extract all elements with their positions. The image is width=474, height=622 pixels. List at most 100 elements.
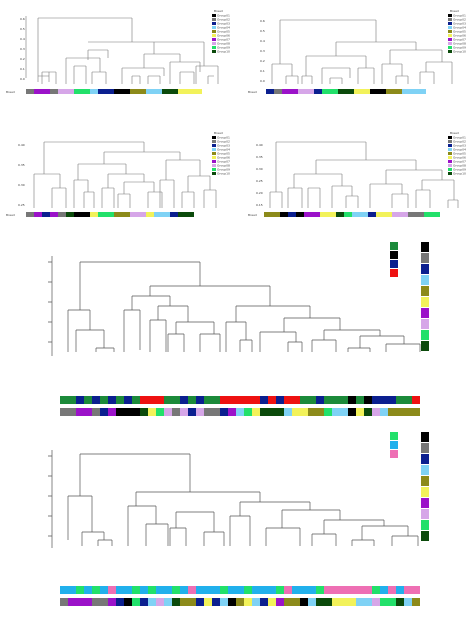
color-strip <box>266 89 426 94</box>
svg-text:Group08: Group08 <box>217 42 230 46</box>
svg-text:Group06: Group06 <box>453 156 466 160</box>
y-tick: 0.3 <box>20 47 25 51</box>
svg-text:Group05: Group05 <box>217 30 230 34</box>
svg-text:Group05: Group05 <box>217 152 230 156</box>
legend: Breed Group01 Group02 Group03 Group04 Gr… <box>448 9 466 54</box>
y-tick: 0.2 <box>260 59 265 63</box>
svg-text:Group04: Group04 <box>217 26 230 30</box>
svg-text:Group02: Group02 <box>453 18 466 22</box>
svg-text:Group04: Group04 <box>217 148 230 152</box>
y-tick: 0.2 <box>20 57 25 61</box>
legend-title: Breed <box>450 131 459 135</box>
svg-text:Group01: Group01 <box>217 14 230 18</box>
dendrogram-panel-d: 0.40 0.35 0.30 0.25 0.20 0.15 Breed Bree… <box>246 130 470 220</box>
svg-text:Group01: Group01 <box>453 136 466 140</box>
dendrogram-panel-a: 0.6 0.5 0.4 0.3 0.2 0.1 0.0 Breed Breed <box>4 6 232 98</box>
svg-text:Group09: Group09 <box>453 46 466 50</box>
y-tick: 0.5 <box>260 29 265 33</box>
y-tick: 0.25 <box>18 203 25 207</box>
color-strip-top <box>60 396 420 404</box>
svg-text:Group06: Group06 <box>453 34 466 38</box>
color-strip-top <box>60 586 420 594</box>
y-tick: 0.5 <box>20 27 25 31</box>
svg-text:Group02: Group02 <box>217 140 230 144</box>
svg-text:Group10: Group10 <box>453 172 466 176</box>
svg-text:Group01: Group01 <box>453 14 466 18</box>
color-strip <box>264 212 440 217</box>
svg-text:Group07: Group07 <box>453 38 466 42</box>
legend-small <box>390 432 398 458</box>
strip-label: Breed <box>248 213 257 217</box>
y-tick: 0.6 <box>20 17 25 21</box>
strip-label: Breed <box>6 213 15 217</box>
y-tick: 0.40 <box>18 143 25 147</box>
svg-text:Group06: Group06 <box>217 34 230 38</box>
color-strip <box>26 212 194 217</box>
svg-text:Group08: Group08 <box>453 164 466 168</box>
svg-text:Group03: Group03 <box>453 22 466 26</box>
svg-text:Group01: Group01 <box>217 136 230 140</box>
dendrogram-f <box>48 432 429 606</box>
y-tick: 0.3 <box>260 49 265 53</box>
svg-text:Group09: Group09 <box>453 168 466 172</box>
y-tick: 0.6 <box>260 19 265 23</box>
dendrogram-b: 0.6 0.5 0.4 0.3 0.2 0.1 0.0 Breed Breed <box>248 9 466 94</box>
svg-text:Group07: Group07 <box>217 38 230 42</box>
y-tick: 0.0 <box>260 79 265 83</box>
y-tick: 0.30 <box>256 167 263 171</box>
color-strip-bottom <box>60 408 420 416</box>
svg-text:Group04: Group04 <box>453 148 466 152</box>
svg-text:Group07: Group07 <box>453 160 466 164</box>
svg-text:Group03: Group03 <box>217 22 230 26</box>
svg-text:Group06: Group06 <box>217 156 230 160</box>
svg-text:Group03: Group03 <box>217 144 230 148</box>
color-strip-bottom <box>60 598 420 606</box>
y-tick: 0.20 <box>256 191 263 195</box>
svg-text:Group09: Group09 <box>217 46 230 50</box>
legend-large <box>421 242 429 351</box>
y-tick: 0.4 <box>260 39 265 43</box>
y-tick: 0.1 <box>260 69 265 73</box>
svg-text:Group05: Group05 <box>453 152 466 156</box>
y-tick: 0.15 <box>256 203 263 207</box>
y-tick: 0.40 <box>256 143 263 147</box>
svg-text:Group04: Group04 <box>453 26 466 30</box>
svg-text:Group02: Group02 <box>217 18 230 22</box>
dendrogram-a: 0.6 0.5 0.4 0.3 0.2 0.1 0.0 Breed Breed <box>6 9 230 94</box>
dendrogram-c: 0.40 0.35 0.30 0.25 Breed Breed Gr <box>6 131 230 217</box>
dendrogram-e <box>48 242 429 416</box>
y-tick: 0.35 <box>18 163 25 167</box>
legend-title: Breed <box>214 131 223 135</box>
y-tick: 0.4 <box>20 37 25 41</box>
svg-text:Group08: Group08 <box>453 42 466 46</box>
svg-text:Group03: Group03 <box>453 144 466 148</box>
dendrogram-panel-c: 0.40 0.35 0.30 0.25 Breed Breed Gr <box>4 130 232 220</box>
svg-text:Group07: Group07 <box>217 160 230 164</box>
legend-title: Breed <box>214 9 223 13</box>
svg-text:Group10: Group10 <box>217 50 230 54</box>
dendrogram-d: 0.40 0.35 0.30 0.25 0.20 0.15 Breed Bree… <box>248 131 466 217</box>
svg-text:Group10: Group10 <box>217 172 230 176</box>
y-tick: 0.30 <box>18 183 25 187</box>
dendrogram-panel-f <box>40 428 470 618</box>
color-strip <box>26 89 202 94</box>
legend-title: Breed <box>450 9 459 13</box>
strip-label: Breed <box>248 90 257 94</box>
svg-text:Group09: Group09 <box>217 168 230 172</box>
legend: Breed Group01 Group02 Group03 Group04 Gr… <box>212 9 230 54</box>
y-tick: 0.35 <box>256 155 263 159</box>
legend: Breed Group01 Group02 Group03 Group04 Gr… <box>448 131 466 176</box>
dendrogram-panel-e <box>40 236 470 420</box>
legend-small <box>390 242 398 277</box>
svg-text:Group08: Group08 <box>217 164 230 168</box>
dendrogram-panel-b: 0.6 0.5 0.4 0.3 0.2 0.1 0.0 Breed Breed <box>246 6 470 98</box>
y-tick: 0.1 <box>20 67 25 71</box>
legend-large <box>421 432 429 541</box>
y-tick: 0.0 <box>20 77 25 81</box>
strip-label: Breed <box>6 90 15 94</box>
svg-text:Group10: Group10 <box>453 50 466 54</box>
legend: Breed Group01 Group02 Group03 Group04 Gr… <box>212 131 230 176</box>
svg-text:Group02: Group02 <box>453 140 466 144</box>
y-tick: 0.25 <box>256 179 263 183</box>
svg-text:Group05: Group05 <box>453 30 466 34</box>
